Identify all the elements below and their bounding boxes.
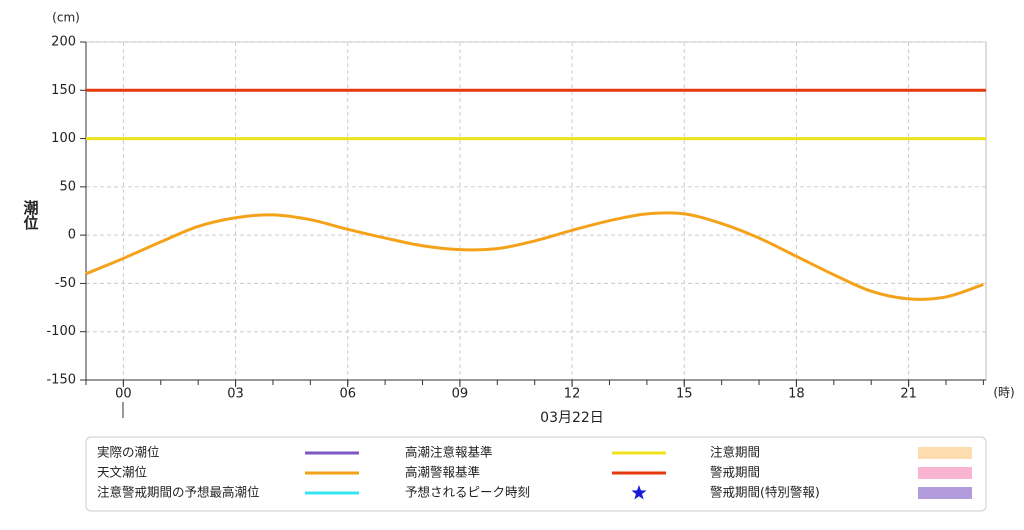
y-axis-label: 潮位 bbox=[22, 199, 40, 230]
legend-swatch bbox=[631, 485, 647, 500]
legend-swatch bbox=[918, 447, 972, 459]
x-tick-label: 03 bbox=[227, 387, 244, 402]
legend-swatch bbox=[918, 467, 972, 479]
y-tick-label: 100 bbox=[51, 131, 76, 146]
legend-label: 天文潮位 bbox=[97, 465, 147, 480]
y-tick-label: -150 bbox=[46, 373, 76, 388]
y-tick-label: 0 bbox=[68, 228, 76, 243]
legend-label: 高潮注意報基準 bbox=[405, 445, 493, 460]
y-unit: (cm) bbox=[52, 11, 80, 25]
x-tick-label: 00 bbox=[115, 387, 132, 402]
legend-label: 注意期間 bbox=[710, 445, 760, 460]
legend-label: 注意警戒期間の予想最高潮位 bbox=[97, 485, 260, 500]
plot-frame bbox=[85, 41, 987, 381]
tide-line bbox=[85, 211, 984, 301]
y-tick-label: -100 bbox=[46, 324, 76, 339]
legend-swatch bbox=[918, 487, 972, 499]
y-tick-label: 150 bbox=[51, 83, 76, 98]
x-unit: (時) bbox=[993, 386, 1014, 400]
y-tick-label: -50 bbox=[55, 276, 76, 291]
legend-label: 予想されるピーク時刻 bbox=[405, 485, 530, 500]
y-tick-label: 50 bbox=[59, 179, 76, 194]
x-tick-label: 09 bbox=[452, 387, 469, 402]
x-tick-label: 12 bbox=[564, 387, 581, 402]
x-tick-label: 15 bbox=[676, 387, 693, 402]
x-tick-label: 21 bbox=[900, 387, 917, 402]
legend-label: 実際の潮位 bbox=[97, 445, 160, 460]
date-label: 03月22日 bbox=[540, 410, 604, 426]
y-tick-label: 200 bbox=[51, 35, 76, 50]
x-tick-label: 06 bbox=[339, 387, 356, 402]
legend-label: 警戒期間(特別警報) bbox=[710, 485, 820, 500]
legend-label: 高潮警報基準 bbox=[405, 465, 480, 480]
x-tick-label: 18 bbox=[788, 387, 805, 402]
legend-label: 警戒期間 bbox=[710, 465, 760, 480]
legend-box bbox=[85, 436, 987, 512]
